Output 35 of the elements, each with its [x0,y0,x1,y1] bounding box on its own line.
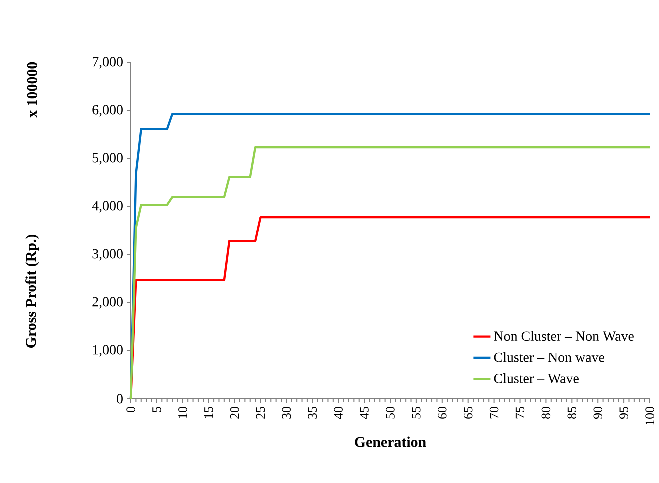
x-tick-label: 50 [386,407,395,419]
x-tick-label: 65 [464,407,473,419]
x-tick-label: 80 [542,407,551,419]
x-tick-label: 20 [230,407,240,419]
y-axis-title: Gross Profit (Rp.) [26,234,40,348]
x-tick-label: 5 [152,407,162,412]
x-tick-label: 0 [126,407,136,412]
y-tick-label: 4,000 [92,201,123,213]
x-tick-label: 75 [516,407,525,419]
x-tick-label: 60 [438,407,447,419]
x-tick-label: 40 [334,407,343,420]
y-tick-label: 6,000 [92,105,123,117]
legend-label: Non Cluster – Non Wave [494,331,634,342]
legend-label: Cluster – Wave [494,374,579,384]
x-tick-label: 10 [178,407,188,418]
x-tick-label: 45 [360,407,369,420]
x-tick-label: 30 [282,407,292,419]
x-tick-label: 25 [256,407,266,419]
y-tick-label: 0 [117,394,123,404]
text: x 100000 [27,62,38,118]
y-tick-label: 1,000 [93,345,123,357]
x-tick-label: 100 [646,407,654,425]
x-tick-label: 85 [568,407,577,419]
legend-label: Cluster – Non wave [494,352,604,362]
y-tick-label: 3,000 [92,249,123,261]
x-tick-label: 35 [308,407,318,419]
y-tick-label: 5,000 [92,153,123,165]
x-tick-label: 70 [490,407,499,419]
x-tick-label: 90 [594,407,602,420]
y-tick-label: 2,000 [92,297,123,309]
x-tick-label: 55 [412,407,421,419]
x-tick-label: 95 [620,407,628,420]
x-tick-label: 15 [204,407,214,418]
x-axis-title: Generation [355,436,426,448]
y-tick-label: 7,000 [93,57,123,69]
